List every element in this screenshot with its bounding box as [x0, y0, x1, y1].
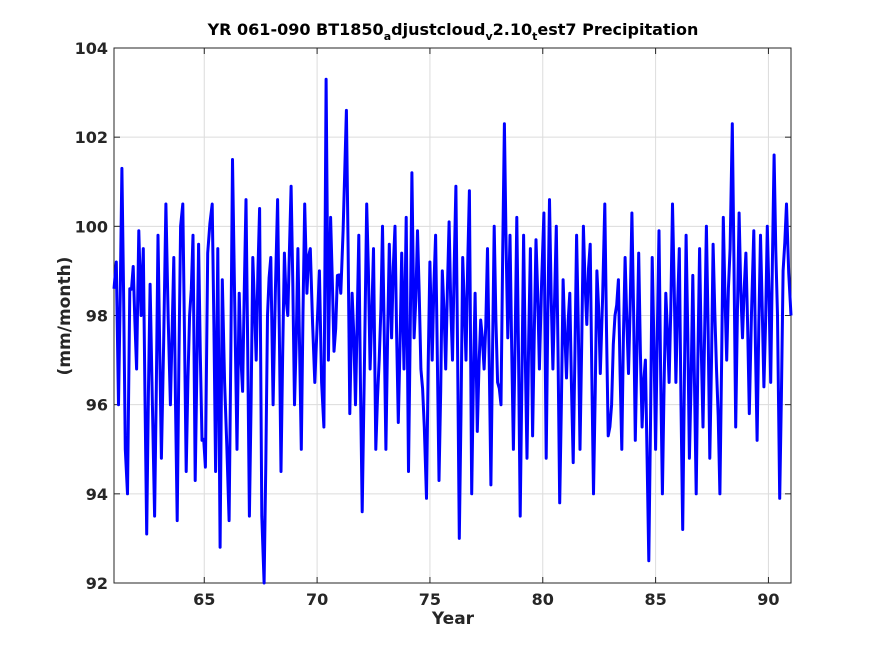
y-tick-label: 96	[86, 396, 108, 415]
chart-title-part: 2.10	[493, 20, 532, 39]
chart-title-part: est7 Precipitation	[537, 20, 698, 39]
y-tick-label: 100	[75, 217, 108, 236]
x-tick-label: 75	[419, 590, 441, 609]
axis-ticks: 65 70 75 80 85 90 92 94 96 98 100 102 104	[75, 39, 791, 609]
chart-title-part: YR 061-090 BT1850	[207, 20, 384, 39]
y-tick-label: 92	[86, 574, 108, 593]
x-axis-label: Year	[431, 609, 475, 629]
series-line-precipitation	[112, 77, 793, 585]
x-tick-label: 70	[306, 590, 328, 609]
x-tick-label: 90	[757, 590, 779, 609]
chart-title: YR 061-090 BT1850adjustcloudv2.10test7 P…	[207, 20, 699, 43]
chart-title-part: a	[384, 30, 391, 43]
y-tick-label: 98	[86, 307, 108, 326]
x-tick-label: 80	[532, 590, 554, 609]
chart-title-part: t	[532, 30, 537, 43]
chart-title-part: djustcloud	[391, 20, 485, 39]
x-tick-label: 85	[644, 590, 666, 609]
y-tick-label: 102	[75, 128, 108, 147]
y-tick-label: 104	[75, 39, 108, 58]
y-axis-label: (mm/month)	[55, 257, 75, 376]
chart-title-part: v	[485, 30, 493, 43]
x-tick-label: 65	[193, 590, 215, 609]
y-tick-label: 94	[86, 485, 108, 504]
